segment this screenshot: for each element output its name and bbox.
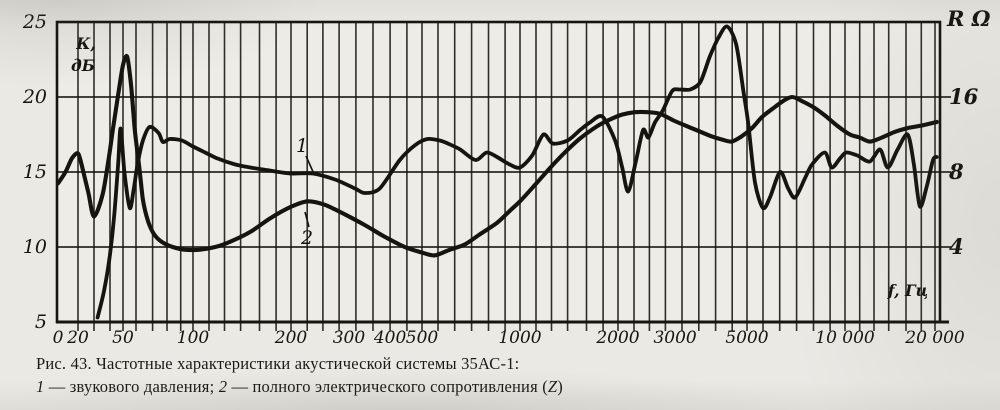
x-tick-label: 10 000	[815, 328, 875, 348]
right-tick-label: 8	[948, 159, 964, 184]
left-axis-labels: 25 20 15 10 5	[22, 11, 47, 333]
x-tick-label: 200	[274, 328, 308, 348]
caption-legend-segment: 1	[36, 377, 45, 396]
x-axis-unit: f, Гц	[887, 281, 928, 300]
x-tick-label: 1000	[498, 328, 541, 348]
x-tick-label: 20 000	[904, 328, 965, 348]
caption-title: Рис. 43. Частотные характеристики акусти…	[36, 354, 520, 373]
x-tick-label: 300	[333, 328, 366, 348]
curves	[57, 24, 939, 320]
right-axis-unit: R Ω	[946, 6, 991, 31]
curve-2-impedance	[57, 54, 939, 258]
figure-caption: Рис. 43. Частотные характеристики акусти…	[36, 352, 976, 398]
curve-label-2: 2	[300, 227, 313, 249]
vertical-gridlines	[77, 22, 936, 331]
caption-legend-segment: Z	[547, 377, 558, 396]
curve-1-sound-pressure	[95, 24, 939, 320]
x-tick-label: 5000	[725, 328, 768, 348]
curve-label-leader	[305, 155, 315, 175]
x-tick-label: 20	[66, 328, 89, 348]
left-tick-label: 25	[22, 11, 47, 33]
left-tick-label: 20	[22, 86, 47, 108]
x-tick-label: 3000	[653, 328, 696, 348]
curve-label-leader	[304, 211, 310, 228]
x-tick-label: 0	[53, 328, 64, 348]
left-tick-label: 5	[35, 311, 47, 333]
caption-legend-segment: )	[557, 377, 563, 396]
caption-legend: 1 — звукового давления; 2 — полного элек…	[36, 375, 976, 398]
right-tick-label: 4	[949, 234, 964, 259]
caption-legend-segment: — полного электрического сопротивления (	[227, 377, 548, 396]
left-axis-unit-line1: К,	[75, 34, 96, 53]
left-tick-label: 10	[23, 236, 47, 258]
x-tick-label: 100	[177, 328, 210, 348]
caption-legend-segment: 2	[218, 377, 228, 396]
x-axis-labels: 0 20 50 100 200 300 400 500 1000 2000 3000 5000 10 0…	[53, 328, 965, 348]
x-tick-label: 2000	[595, 328, 639, 348]
x-tick-label: 400	[373, 328, 407, 348]
x-tick-label: 500	[406, 328, 439, 348]
caption-legend-segment: — звукового давления;	[44, 377, 219, 396]
left-axis-unit-line2: дБ	[71, 56, 95, 75]
curve-label-1: 1	[296, 135, 308, 157]
right-tick-label: 16	[949, 84, 979, 109]
left-tick-label: 15	[23, 161, 47, 183]
x-tick-label: 50	[112, 328, 134, 348]
